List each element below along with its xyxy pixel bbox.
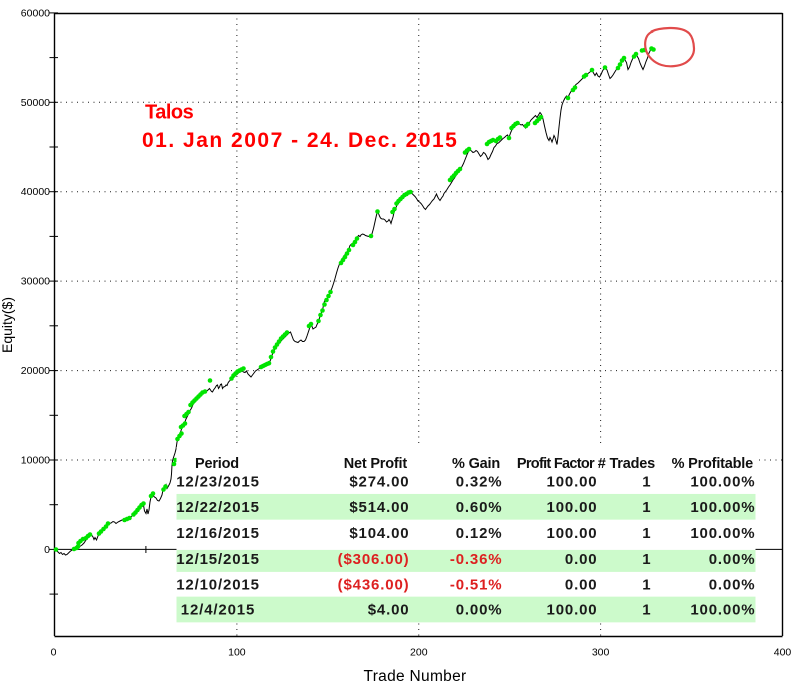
- svg-text:0.00%: 0.00%: [709, 551, 756, 568]
- svg-text:% Profitable: % Profitable: [672, 456, 754, 472]
- svg-text:30000: 30000: [21, 276, 50, 288]
- svg-text:0.00%: 0.00%: [456, 602, 503, 619]
- svg-text:Period: Period: [195, 456, 239, 472]
- svg-text:12/16/2015: 12/16/2015: [176, 525, 260, 542]
- svg-text:100.00%: 100.00%: [690, 499, 755, 516]
- svg-text:20000: 20000: [21, 365, 50, 377]
- svg-text:1: 1: [642, 602, 651, 619]
- svg-text:40000: 40000: [21, 186, 50, 198]
- svg-text:10000: 10000: [21, 455, 50, 467]
- svg-text:12/23/2015: 12/23/2015: [176, 474, 260, 491]
- svg-text:100.00: 100.00: [547, 474, 598, 491]
- svg-text:$4.00: $4.00: [368, 602, 410, 619]
- svg-text:12/22/2015: 12/22/2015: [176, 499, 260, 516]
- svg-text:-0.51%: -0.51%: [450, 576, 503, 593]
- svg-text:0.12%: 0.12%: [456, 525, 503, 542]
- svg-text:12/4/2015: 12/4/2015: [181, 602, 255, 619]
- svg-text:300: 300: [592, 647, 610, 659]
- svg-text:12/10/2015: 12/10/2015: [176, 576, 260, 593]
- svg-text:0.00: 0.00: [565, 551, 598, 568]
- svg-text:50000: 50000: [21, 97, 50, 109]
- svg-text:1: 1: [642, 499, 651, 516]
- svg-text:1: 1: [642, 551, 651, 568]
- svg-text:100.00%: 100.00%: [690, 602, 755, 619]
- svg-text:100.00%: 100.00%: [690, 525, 755, 542]
- svg-text:Profit Factor: Profit Factor: [517, 456, 595, 472]
- svg-text:0.32%: 0.32%: [456, 474, 503, 491]
- svg-text:1: 1: [642, 525, 651, 542]
- svg-text:($436.00): ($436.00): [338, 576, 410, 593]
- svg-text:Equity($): Equity($): [0, 297, 15, 353]
- svg-text:$104.00: $104.00: [349, 525, 409, 542]
- svg-text:100: 100: [228, 647, 246, 659]
- svg-text:100.00: 100.00: [547, 525, 598, 542]
- svg-text:% Gain: % Gain: [452, 456, 500, 472]
- svg-text:0.00%: 0.00%: [709, 576, 756, 593]
- svg-text:0.60%: 0.60%: [456, 499, 503, 516]
- svg-text:# Trades: # Trades: [598, 456, 655, 472]
- svg-text:1: 1: [642, 576, 651, 593]
- svg-text:0: 0: [44, 544, 50, 556]
- svg-text:Trade Number: Trade Number: [364, 668, 467, 685]
- svg-text:$274.00: $274.00: [349, 474, 409, 491]
- svg-text:12/15/2015: 12/15/2015: [176, 551, 260, 568]
- svg-text:($306.00): ($306.00): [338, 551, 410, 568]
- svg-text:100.00: 100.00: [547, 499, 598, 516]
- svg-text:01. Jan 2007 - 24. Dec. 2015: 01. Jan 2007 - 24. Dec. 2015: [142, 129, 458, 152]
- svg-text:100.00: 100.00: [547, 602, 598, 619]
- svg-text:-0.36%: -0.36%: [450, 551, 503, 568]
- svg-text:$514.00: $514.00: [349, 499, 409, 516]
- svg-text:1: 1: [642, 474, 651, 491]
- svg-text:0.00: 0.00: [565, 576, 598, 593]
- svg-text:60000: 60000: [21, 7, 50, 19]
- svg-text:400: 400: [774, 647, 792, 659]
- svg-text:Net Profit: Net Profit: [344, 456, 408, 472]
- svg-text:0: 0: [51, 647, 57, 659]
- svg-text:200: 200: [410, 647, 428, 659]
- svg-text:100.00%: 100.00%: [690, 474, 755, 491]
- svg-text:Talos: Talos: [145, 102, 194, 124]
